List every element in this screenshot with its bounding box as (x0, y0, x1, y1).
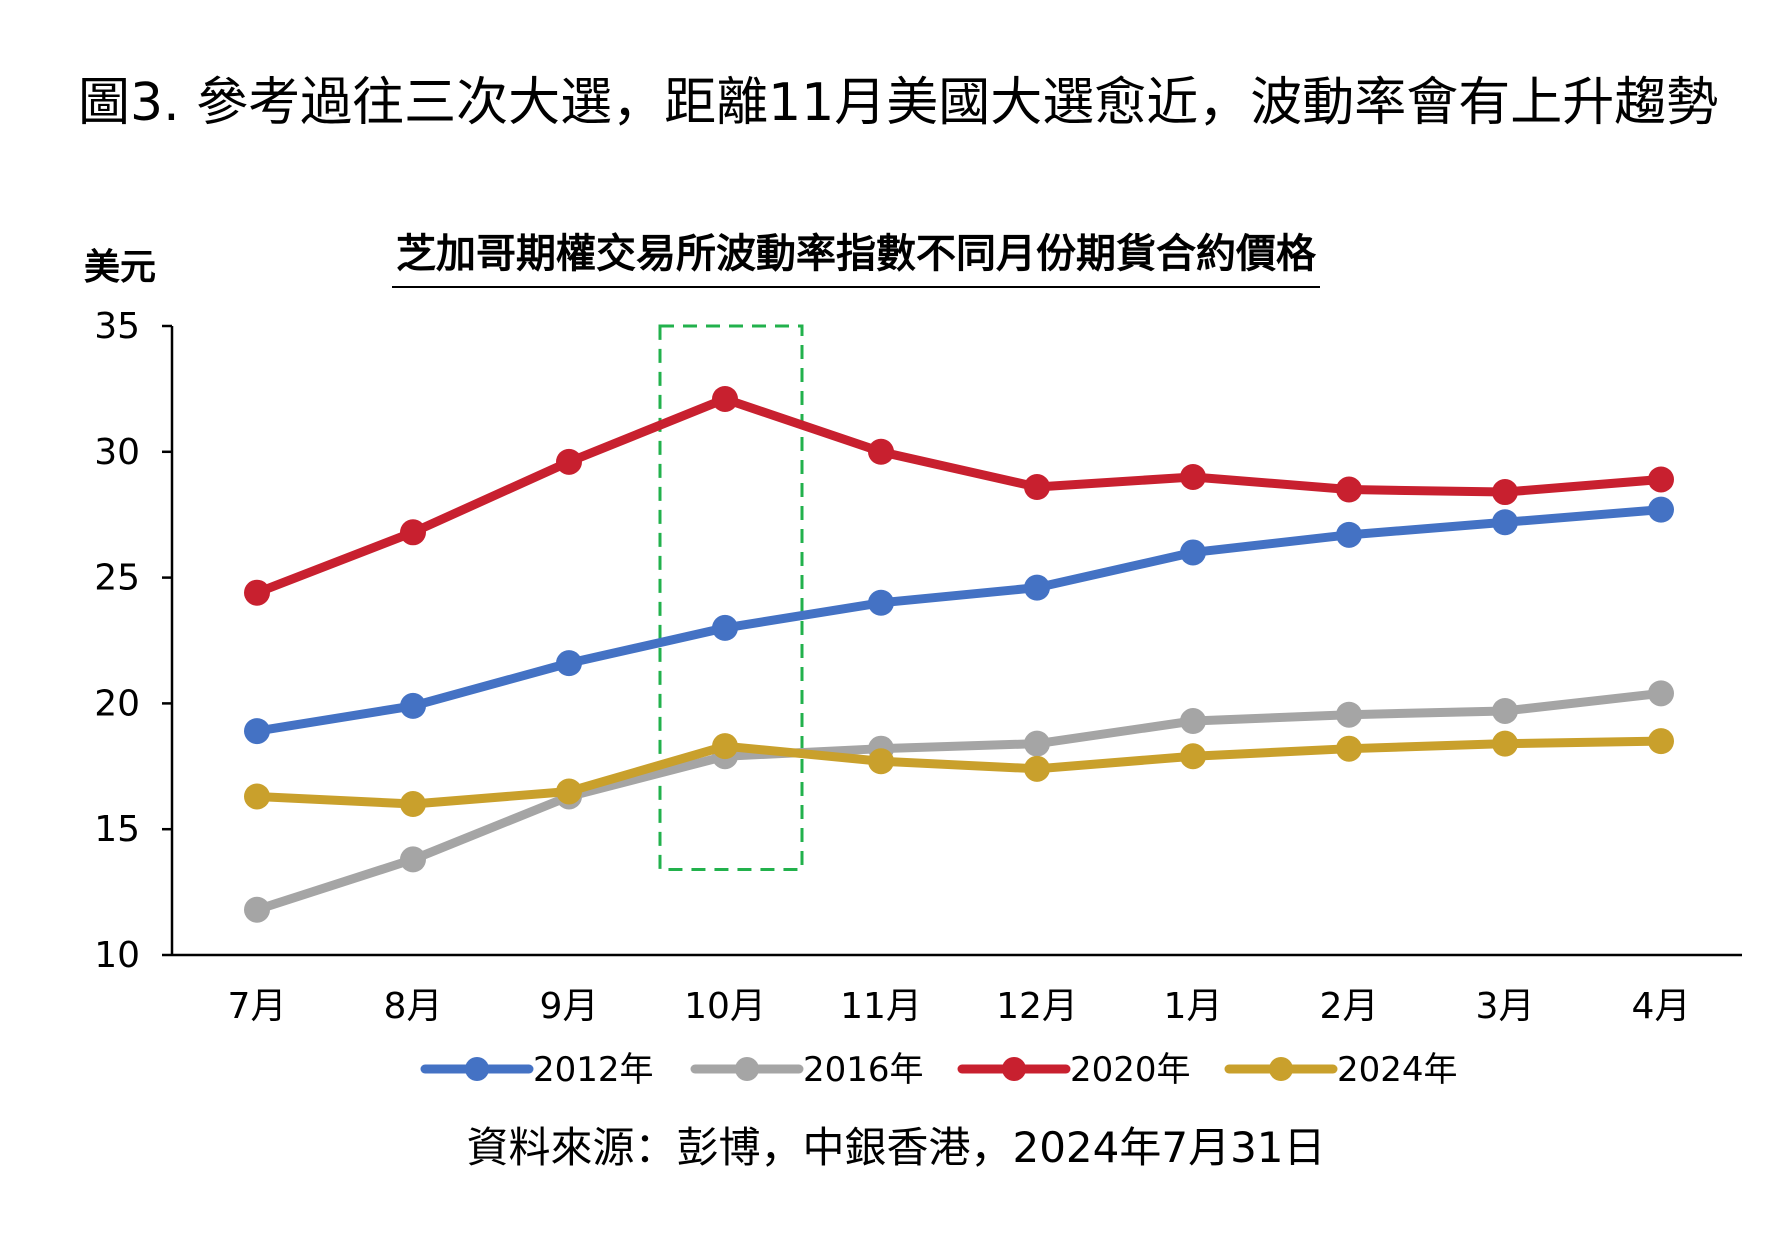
data-point (1024, 474, 1050, 501)
highlight-box-group (658, 324, 804, 871)
data-point (868, 438, 894, 465)
legend-label: 2024年 (1337, 1050, 1458, 1090)
legend: 2012年 2016年 2020年 2024年 (420, 1050, 1458, 1090)
legend-swatch-marker (1269, 1057, 1293, 1081)
data-point (1180, 708, 1206, 735)
series-group (244, 385, 1674, 923)
x-tick-label: 3月 (1476, 986, 1535, 1027)
y-tick-label: 25 (94, 558, 140, 599)
series-line (252, 505, 1666, 736)
data-point (556, 650, 582, 677)
data-point (1336, 521, 1362, 548)
data-point (1648, 680, 1674, 707)
y-tick-label: 20 (94, 683, 140, 724)
y-tick-label: 30 (94, 432, 140, 473)
series-4 (244, 728, 1674, 818)
data-point (712, 385, 738, 412)
data-point (1336, 476, 1362, 503)
legend-item: 2020年 (957, 1050, 1191, 1090)
data-point (400, 519, 426, 546)
data-point (244, 783, 270, 810)
data-point (1648, 496, 1674, 523)
data-point (712, 614, 738, 641)
series-line (252, 736, 1666, 809)
y-tick-label: 35 (94, 306, 140, 347)
data-point (244, 896, 270, 923)
series-1 (244, 496, 1674, 745)
data-point (1492, 479, 1518, 506)
data-point (244, 579, 270, 606)
axes: 10 15 20 25 30 35 7月 8月 9月 10月 11月 12月 1月 2月 3月 4月 (94, 306, 1742, 1027)
x-tick-label: 7月 (228, 986, 287, 1027)
data-point (556, 778, 582, 805)
data-point (1180, 743, 1206, 770)
legend-swatch-marker (465, 1057, 489, 1081)
data-point (244, 718, 270, 745)
x-tick-label: 9月 (540, 986, 599, 1027)
x-tick-label: 8月 (384, 986, 443, 1027)
data-point (1492, 509, 1518, 536)
chart-title: 芝加哥期權交易所波動率指數不同月份期貨合約價格 (392, 228, 1320, 288)
data-point (400, 791, 426, 818)
data-point (1180, 539, 1206, 566)
data-point (1336, 701, 1362, 728)
y-tick-label: 10 (94, 935, 140, 976)
x-tick-label: 2月 (1320, 986, 1379, 1027)
data-point (1492, 697, 1518, 724)
legend-label: 2020年 (1070, 1050, 1191, 1090)
data-point (868, 748, 894, 775)
x-tick-label: 1月 (1164, 986, 1223, 1027)
series-line (252, 394, 1666, 598)
data-point (1492, 730, 1518, 757)
x-tick-label: 12月 (996, 986, 1078, 1027)
chart-title-wrapper: 芝加哥期權交易所波動率指數不同月份期貨合約價格 (0, 228, 1792, 288)
y-axis-unit-label: 美元 (84, 247, 157, 288)
data-point (556, 448, 582, 475)
data-point (1336, 735, 1362, 762)
x-tick-label: 10月 (684, 986, 766, 1027)
legend-swatch-marker (735, 1057, 759, 1081)
y-tick-label: 15 (94, 809, 140, 850)
data-point (400, 846, 426, 873)
legend-item: 2024年 (1224, 1050, 1458, 1090)
x-tick-label: 11月 (840, 986, 922, 1027)
data-point (868, 589, 894, 616)
x-tick-label: 4月 (1632, 986, 1691, 1027)
data-point (1648, 728, 1674, 755)
legend-item: 2016年 (690, 1050, 924, 1090)
data-point (1024, 574, 1050, 601)
series-3 (244, 385, 1674, 606)
series-line (252, 688, 1666, 915)
data-point (712, 733, 738, 760)
highlight-box (658, 324, 804, 871)
source-note: 資料來源：彭博，中銀香港，2024年7月31日 (466, 1123, 1326, 1172)
figure-title: 圖3. 參考過往三次大選，距離11月美國大選愈近，波動率會有上升趨勢 (78, 73, 1719, 133)
legend-label: 2012年 (533, 1050, 654, 1090)
legend-label: 2016年 (803, 1050, 924, 1090)
legend-swatch-marker (1002, 1057, 1026, 1081)
legend-item: 2012年 (420, 1050, 654, 1090)
data-point (1024, 755, 1050, 782)
data-point (400, 692, 426, 719)
data-point (1024, 730, 1050, 757)
data-point (1180, 463, 1206, 490)
data-point (1648, 466, 1674, 493)
